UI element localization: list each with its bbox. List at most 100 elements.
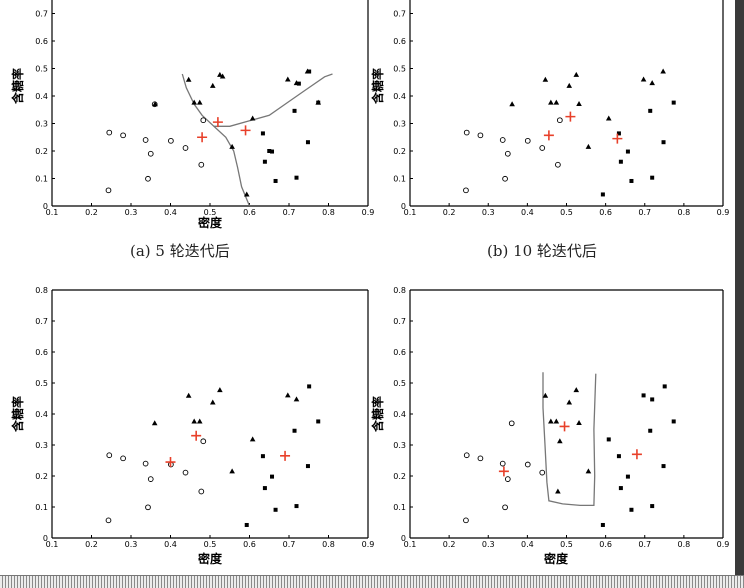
square-point bbox=[625, 149, 630, 154]
x-tick-label: 0.9 bbox=[717, 540, 730, 549]
x-axis-label: 密度 bbox=[198, 551, 223, 566]
square-point bbox=[641, 393, 646, 398]
caption-b: (b) 10 轮迭代后 bbox=[487, 242, 597, 260]
square-point bbox=[244, 522, 249, 527]
x-tick-label: 0.5 bbox=[204, 540, 217, 549]
x-tick-label: 0.7 bbox=[638, 208, 651, 217]
circle-point bbox=[147, 150, 154, 157]
square-point bbox=[616, 454, 621, 459]
circle-point bbox=[168, 137, 174, 144]
circle-point bbox=[556, 117, 563, 124]
cluster-boundary bbox=[213, 73, 333, 127]
triangle-point bbox=[229, 468, 235, 474]
square-point bbox=[606, 437, 611, 442]
y-tick-label: 0 bbox=[401, 534, 406, 543]
x-tick-label: 0.3 bbox=[482, 208, 495, 217]
circle-point bbox=[499, 460, 506, 467]
y-tick-label: 0.1 bbox=[35, 503, 48, 512]
centroid-marker bbox=[280, 450, 291, 461]
triangle-point bbox=[151, 420, 158, 426]
triangle-point bbox=[605, 115, 612, 121]
x-tick-label: 0.2 bbox=[85, 208, 98, 217]
triangle-point bbox=[185, 392, 192, 398]
x-tick-label: 0.8 bbox=[678, 540, 691, 549]
circle-point bbox=[508, 420, 515, 427]
square-point bbox=[296, 81, 301, 86]
y-axis-label: 含糖率 bbox=[370, 396, 385, 432]
circle-point bbox=[477, 132, 484, 139]
triangle-point bbox=[553, 418, 560, 424]
circle-point bbox=[106, 452, 113, 459]
square-point bbox=[600, 522, 605, 527]
y-tick-label: 0.1 bbox=[393, 175, 406, 184]
circle-point bbox=[105, 187, 112, 194]
y-tick-label: 0.2 bbox=[35, 472, 48, 481]
x-tick-label: 0.1 bbox=[46, 208, 59, 217]
triangle-point bbox=[243, 191, 250, 197]
centroid-marker bbox=[191, 430, 202, 441]
x-tick-label: 0.9 bbox=[362, 540, 375, 549]
triangle-point bbox=[566, 82, 573, 88]
y-tick-label: 0 bbox=[43, 534, 48, 543]
x-tick-label: 0.4 bbox=[164, 208, 177, 217]
chart-panel-d: 0.1 0.2 0.3 0.4 0.5 0.6 0.7 0.8 0.900.10.20.30.4… bbox=[370, 286, 730, 566]
window-edge bbox=[735, 0, 744, 587]
x-tick-label: 0.6 bbox=[243, 208, 256, 217]
square-point bbox=[292, 428, 297, 433]
centroid-marker bbox=[559, 421, 570, 432]
triangle-point bbox=[229, 143, 235, 149]
circle-point bbox=[539, 145, 546, 151]
triangle-point bbox=[509, 101, 515, 107]
y-tick-label: 0.5 bbox=[393, 379, 406, 388]
square-point bbox=[316, 100, 321, 105]
y-tick-label: 0.6 bbox=[393, 37, 406, 46]
x-tick-label: 0.8 bbox=[322, 208, 335, 217]
x-tick-label: 0.4 bbox=[521, 540, 534, 549]
y-axis-label: 含糖率 bbox=[370, 68, 385, 104]
square-point bbox=[270, 149, 275, 154]
y-tick-label: 0.5 bbox=[35, 65, 48, 74]
y-tick-label: 0.8 bbox=[35, 286, 48, 295]
centroid-marker bbox=[165, 457, 176, 468]
y-tick-label: 0.1 bbox=[393, 503, 406, 512]
triangle-point bbox=[548, 99, 554, 105]
square-point bbox=[307, 384, 312, 389]
square-point bbox=[294, 504, 299, 509]
chart-panel-a: 0.1 0.2 0.3 0.4 0.5 0.6 0.7 0.8 0.900.10.20.30.4… bbox=[10, 0, 374, 230]
triangle-point bbox=[553, 99, 560, 105]
square-point bbox=[650, 504, 655, 509]
square-point bbox=[662, 384, 667, 389]
y-tick-label: 0.8 bbox=[393, 286, 406, 295]
triangle-point bbox=[249, 115, 256, 121]
triangle-point bbox=[640, 76, 647, 82]
square-point bbox=[650, 397, 655, 402]
cluster-boundary bbox=[542, 372, 597, 507]
triangle-point bbox=[576, 100, 582, 106]
y-tick-label: 0.3 bbox=[393, 441, 406, 450]
triangle-point bbox=[649, 80, 655, 86]
circle-point bbox=[504, 150, 511, 157]
centroid-marker bbox=[631, 449, 642, 460]
centroid-marker bbox=[197, 132, 208, 143]
circle-point bbox=[463, 452, 470, 459]
circle-point bbox=[499, 137, 506, 143]
square-point bbox=[260, 131, 265, 136]
y-tick-label: 0.7 bbox=[393, 317, 406, 326]
x-tick-label: 0.3 bbox=[125, 540, 138, 549]
chart-panel-b: 0.1 0.2 0.3 0.4 0.5 0.6 0.7 0.8 0.900.10.20.30.4… bbox=[370, 0, 729, 217]
x-tick-label: 0.4 bbox=[164, 540, 177, 549]
circle-point bbox=[182, 145, 189, 151]
triangle-point bbox=[566, 399, 573, 405]
square-point bbox=[273, 178, 278, 183]
square-point bbox=[625, 474, 630, 479]
square-point bbox=[262, 486, 267, 491]
y-tick-label: 0.7 bbox=[393, 10, 406, 19]
square-point bbox=[294, 175, 299, 180]
x-tick-label: 0.1 bbox=[404, 540, 417, 549]
circle-point bbox=[555, 161, 561, 168]
x-tick-label: 0.3 bbox=[482, 540, 495, 549]
triangle-point bbox=[585, 143, 592, 149]
centroid-marker bbox=[565, 111, 576, 122]
square-point bbox=[267, 149, 272, 153]
y-tick-label: 0.3 bbox=[35, 120, 48, 129]
